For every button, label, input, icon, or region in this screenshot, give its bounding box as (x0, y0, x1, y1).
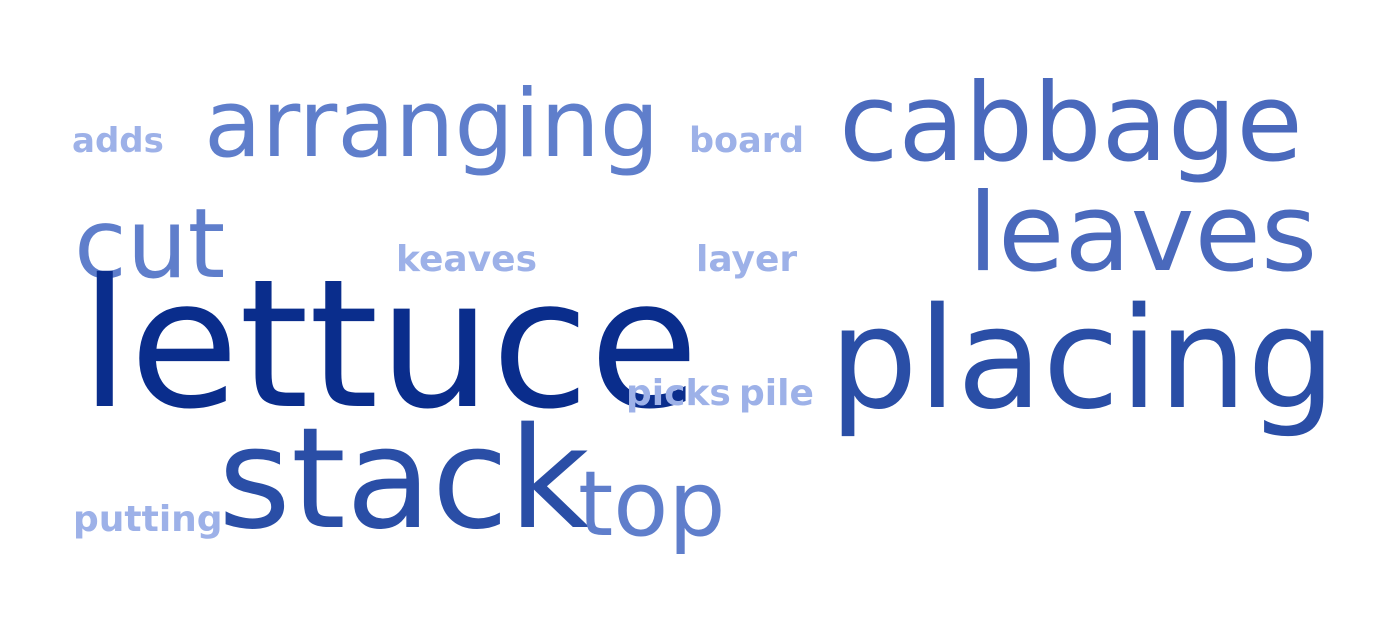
word-cut: cut (74, 188, 226, 300)
word-cabbage: cabbage (839, 61, 1303, 186)
word-top: top (578, 452, 726, 557)
word-lettuce: lettuce (80, 241, 699, 448)
word-keaves: keaves (396, 239, 537, 280)
word-putting: putting (73, 499, 223, 540)
word-leaves: leaves (968, 171, 1318, 296)
word-placing: placing (829, 278, 1337, 441)
word-picks: picks (626, 373, 731, 414)
word-adds: adds (72, 121, 164, 161)
word-board: board (689, 121, 805, 161)
word-arranging: arranging (204, 70, 660, 179)
word-stack: stack (218, 398, 590, 561)
word-layer: layer (696, 239, 798, 280)
word-pile: pile (739, 373, 814, 414)
